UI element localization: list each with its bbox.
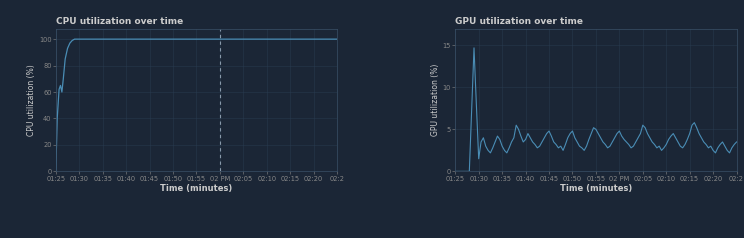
Text: GPU utilization over time: GPU utilization over time: [455, 17, 583, 26]
Y-axis label: GPU utilization (%): GPU utilization (%): [431, 64, 440, 136]
X-axis label: Time (minutes): Time (minutes): [559, 184, 632, 193]
Y-axis label: CPU utilization (%): CPU utilization (%): [28, 64, 36, 136]
X-axis label: Time (minutes): Time (minutes): [160, 184, 233, 193]
Text: CPU utilization over time: CPU utilization over time: [56, 17, 183, 26]
